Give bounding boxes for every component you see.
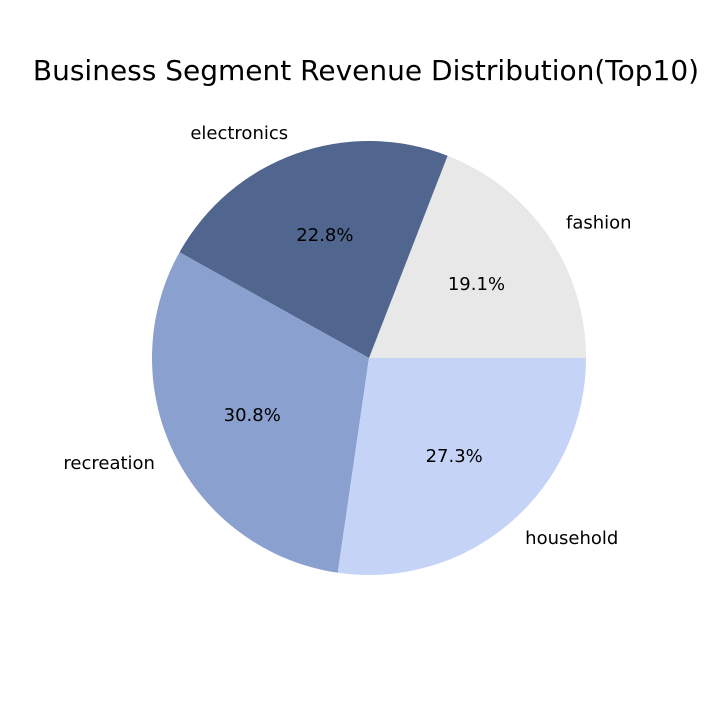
pie-slices (151, 141, 586, 575)
pie-slice-recreation (151, 252, 369, 573)
pct-label-electronics: 22.8% (296, 225, 353, 246)
slice-label-electronics: electronics (190, 123, 288, 144)
slice-label-household: household (525, 528, 618, 549)
slice-label-recreation: recreation (63, 453, 155, 474)
pct-label-fashion: 19.1% (448, 274, 505, 295)
slice-label-fashion: fashion (566, 213, 632, 234)
pie-slice-fashion (369, 155, 586, 358)
pie-slice-electronics (179, 141, 448, 358)
chart-title: Business Segment Revenue Distribution(To… (33, 54, 699, 87)
pie-labels: 19.1% fashion 22.8% electronics 30.8% recreat… (63, 123, 631, 549)
pct-label-recreation: 30.8% (224, 405, 281, 426)
pct-label-household: 27.3% (426, 446, 483, 467)
pie-slice-household (337, 358, 586, 575)
